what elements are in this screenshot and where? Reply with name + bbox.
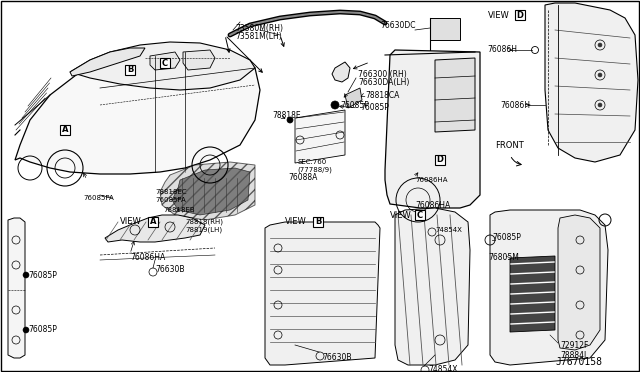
Text: B: B <box>127 65 133 74</box>
Bar <box>148 217 158 227</box>
Bar <box>160 58 170 68</box>
Polygon shape <box>150 52 180 70</box>
Circle shape <box>23 327 29 333</box>
Text: C: C <box>162 58 168 67</box>
Text: 76085P: 76085P <box>28 270 57 279</box>
Circle shape <box>23 272 29 278</box>
Text: FRONT: FRONT <box>495 141 524 150</box>
Text: 78818EC: 78818EC <box>155 189 187 195</box>
Polygon shape <box>490 210 608 365</box>
Text: 73580M(RH): 73580M(RH) <box>235 23 283 32</box>
Polygon shape <box>558 215 600 350</box>
Text: 76086H: 76086H <box>500 100 530 109</box>
Text: J7670158: J7670158 <box>555 357 602 367</box>
Text: VIEW: VIEW <box>488 10 509 19</box>
Circle shape <box>331 101 339 109</box>
Circle shape <box>598 103 602 107</box>
Text: 74854X: 74854X <box>435 227 462 233</box>
Bar <box>313 217 323 227</box>
Polygon shape <box>160 162 255 220</box>
Text: VIEW: VIEW <box>285 218 307 227</box>
Polygon shape <box>345 88 362 108</box>
Text: D: D <box>436 155 444 164</box>
Bar <box>435 155 445 165</box>
Polygon shape <box>183 50 215 70</box>
Text: 76630B: 76630B <box>155 266 184 275</box>
Text: 76085P: 76085P <box>360 103 389 112</box>
Polygon shape <box>265 222 380 365</box>
Polygon shape <box>8 218 25 358</box>
Polygon shape <box>105 215 205 242</box>
Text: D: D <box>516 10 524 19</box>
Circle shape <box>598 73 602 77</box>
Circle shape <box>598 43 602 47</box>
Text: 76630DC: 76630DC <box>380 20 415 29</box>
Text: 78819(LH): 78819(LH) <box>185 227 222 233</box>
Text: 76630DA(LH): 76630DA(LH) <box>358 78 410 87</box>
Text: SEC.760: SEC.760 <box>297 159 326 165</box>
Polygon shape <box>395 208 470 365</box>
Text: (77788/9): (77788/9) <box>297 167 332 173</box>
Text: 76086HA: 76086HA <box>130 253 165 262</box>
Text: 78818EB: 78818EB <box>163 207 195 213</box>
Text: 73581M(LH): 73581M(LH) <box>235 32 282 41</box>
Text: 76085PA: 76085PA <box>155 197 186 203</box>
Text: 76085P: 76085P <box>492 234 521 243</box>
Polygon shape <box>385 50 480 208</box>
Polygon shape <box>295 110 345 163</box>
Text: 76086HA: 76086HA <box>415 177 447 183</box>
Text: 76085PA: 76085PA <box>83 195 114 201</box>
FancyArrowPatch shape <box>511 157 521 166</box>
Text: VIEW: VIEW <box>120 218 141 227</box>
Text: 76086HA: 76086HA <box>415 201 451 209</box>
Text: 766300 (RH): 766300 (RH) <box>358 71 407 80</box>
Text: B: B <box>315 218 321 227</box>
Text: 76086H: 76086H <box>487 45 517 55</box>
Text: 78884J: 78884J <box>560 350 586 359</box>
Text: 74854X: 74854X <box>428 366 458 372</box>
Text: 76805M: 76805M <box>488 253 519 263</box>
Text: 76088A: 76088A <box>288 173 317 183</box>
Polygon shape <box>510 256 555 332</box>
Text: 78818E: 78818E <box>272 110 301 119</box>
Bar <box>515 10 525 20</box>
Text: 76085P: 76085P <box>28 326 57 334</box>
Polygon shape <box>15 50 260 174</box>
Text: 78818(RH): 78818(RH) <box>185 219 223 225</box>
Polygon shape <box>172 168 250 215</box>
Text: 72912F: 72912F <box>560 340 588 350</box>
Polygon shape <box>545 3 638 162</box>
Text: A: A <box>150 218 156 227</box>
Circle shape <box>287 117 293 123</box>
Polygon shape <box>70 48 145 76</box>
Polygon shape <box>435 58 475 132</box>
Text: 76085P: 76085P <box>340 100 369 109</box>
Text: 78818CA: 78818CA <box>365 90 399 99</box>
Text: 76630B: 76630B <box>322 353 351 362</box>
Bar <box>415 210 425 220</box>
Text: VIEW: VIEW <box>390 211 412 219</box>
Polygon shape <box>332 62 350 82</box>
Bar <box>60 125 70 135</box>
Polygon shape <box>70 42 255 90</box>
Text: A: A <box>61 125 68 135</box>
Text: C: C <box>417 211 423 219</box>
Bar <box>125 65 135 75</box>
Polygon shape <box>430 18 460 40</box>
